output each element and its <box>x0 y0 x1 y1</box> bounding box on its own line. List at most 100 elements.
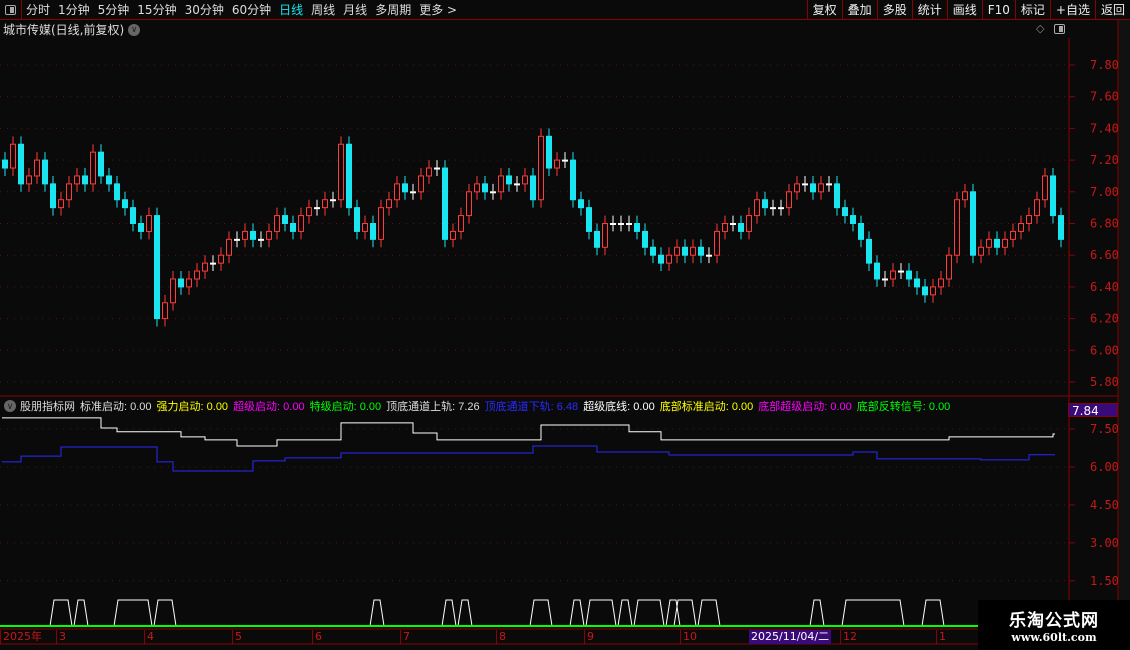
tool-button[interactable]: 复权 <box>806 0 842 20</box>
tool-button[interactable]: 叠加 <box>841 0 877 20</box>
candle <box>738 223 744 232</box>
candle <box>970 191 976 256</box>
candle <box>586 207 592 232</box>
candle <box>754 199 760 217</box>
candle <box>18 143 24 185</box>
time-label: 1 <box>936 630 946 644</box>
period-tab[interactable]: 15分钟 <box>137 3 177 17</box>
time-label: 3 <box>56 630 66 644</box>
period-tab[interactable]: 分时 <box>26 3 51 17</box>
candle <box>234 238 240 241</box>
candle <box>10 143 16 169</box>
tool-button[interactable]: 标记 <box>1014 0 1050 20</box>
tool-button[interactable]: 画线 <box>946 0 982 20</box>
period-tab[interactable]: 月线 <box>343 3 368 17</box>
candle <box>978 246 984 256</box>
indicator-tick-label: 1.50 <box>1090 574 1119 588</box>
period-tab[interactable]: 周线 <box>311 3 336 17</box>
period-tab[interactable]: 1分钟 <box>58 3 90 17</box>
tool-button[interactable]: 统计 <box>911 0 947 20</box>
signal-pulse <box>617 599 633 627</box>
indicator-menu-icon[interactable]: ∨ <box>4 400 16 412</box>
chevron-down-icon[interactable]: ∨ <box>128 23 141 36</box>
candle <box>842 207 848 217</box>
y-tick-label: 5.80 <box>1090 375 1119 389</box>
candle <box>314 207 320 210</box>
candle <box>706 254 712 257</box>
candle <box>354 207 360 232</box>
signal-pulse <box>633 599 665 627</box>
candle <box>1026 215 1032 224</box>
y-tick-label: 7.00 <box>1090 185 1119 199</box>
candle <box>66 183 72 201</box>
candle <box>114 183 120 201</box>
candle <box>450 230 456 240</box>
candle <box>1050 175 1056 217</box>
tool-button[interactable]: 多股 <box>876 0 912 20</box>
candle <box>410 191 416 194</box>
candle <box>402 183 408 193</box>
period-tab[interactable]: 日线 <box>279 3 304 17</box>
y-tick-label: 6.80 <box>1090 217 1119 231</box>
y-tick-label: 7.80 <box>1090 58 1119 72</box>
tool-button[interactable]: F10 <box>981 0 1015 20</box>
diamond-icon[interactable]: ◇ <box>1036 22 1045 35</box>
panel-toggle-button[interactable] <box>0 0 22 20</box>
candle <box>618 223 624 225</box>
candle <box>834 183 840 209</box>
candle <box>266 230 272 240</box>
y-tick-label: 7.20 <box>1090 153 1119 167</box>
layout-toggle-icon[interactable] <box>1054 24 1065 34</box>
candle <box>26 175 32 185</box>
candle <box>770 207 776 210</box>
candle <box>42 159 48 185</box>
legend-item: 超级启动: 0.00 <box>233 401 305 413</box>
signal-pulse <box>49 599 73 627</box>
stock-name: 城市传媒(日线,前复权) <box>3 23 125 37</box>
candle <box>594 230 600 248</box>
candle <box>138 223 144 232</box>
indicator-tick-label: 4.50 <box>1090 498 1119 512</box>
period-toolbar: 分时 1分钟 5分钟 15分钟 30分钟 60分钟 日线 周线 月线 多周期 更多 > 复权 叠加 多股… <box>0 0 1130 20</box>
candle <box>1010 230 1016 240</box>
candle <box>938 278 944 288</box>
candle <box>442 167 448 240</box>
y-tick-label: 7.40 <box>1090 121 1119 135</box>
period-tab[interactable]: 多周期 <box>375 3 412 17</box>
time-label: 10 <box>680 630 697 644</box>
candle <box>650 246 656 256</box>
candle <box>794 183 800 193</box>
indicator-tick-label: 3.00 <box>1090 536 1119 550</box>
tool-button[interactable]: +自选 <box>1049 0 1095 20</box>
period-tab[interactable]: 5分钟 <box>97 3 130 17</box>
candle <box>818 183 824 193</box>
candle <box>2 159 8 169</box>
candle <box>786 191 792 209</box>
candle <box>578 199 584 209</box>
candle <box>1058 215 1064 240</box>
sidebar-toggle-icon <box>5 4 16 15</box>
signal-pulse <box>673 599 697 627</box>
candle <box>674 246 680 256</box>
tool-button[interactable]: 返回 <box>1094 0 1130 20</box>
candle <box>466 191 472 217</box>
candle <box>554 159 560 169</box>
period-tab[interactable]: 30分钟 <box>184 3 224 17</box>
candle <box>298 215 304 232</box>
legend-item: 顶底通道上轨: 7.26 <box>386 401 480 413</box>
candle <box>826 183 832 186</box>
side-tabs[interactable] <box>1119 20 1130 650</box>
candle <box>810 183 816 193</box>
candle <box>98 151 104 177</box>
signal-pulse <box>73 599 89 627</box>
signal-pulse <box>569 599 585 627</box>
period-tab[interactable]: 60分钟 <box>231 3 272 17</box>
candle <box>210 262 216 265</box>
candle <box>866 238 872 264</box>
candle <box>930 286 936 296</box>
signal-pulse <box>457 599 473 627</box>
period-tab[interactable]: 更多 > <box>419 3 458 17</box>
candle <box>666 254 672 264</box>
candle <box>506 175 512 185</box>
